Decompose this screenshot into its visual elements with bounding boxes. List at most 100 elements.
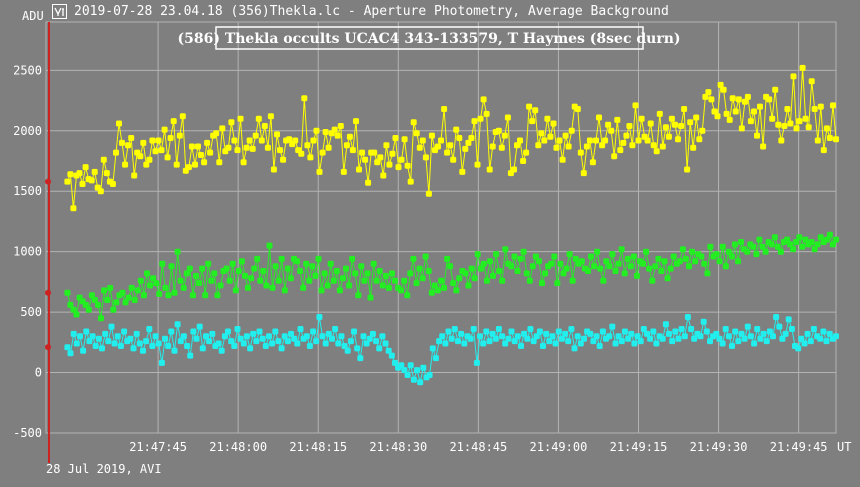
data-point	[508, 328, 515, 335]
data-point	[249, 145, 256, 152]
data-point	[542, 270, 549, 277]
data-point	[386, 161, 393, 168]
data-point	[557, 260, 564, 267]
chart-title-frame	[215, 26, 644, 50]
data-point	[367, 294, 374, 301]
data-point	[583, 143, 590, 150]
data-point	[444, 149, 451, 156]
data-point	[473, 359, 480, 366]
data-point	[196, 280, 202, 287]
data-point	[486, 338, 493, 345]
data-point	[215, 340, 222, 347]
data-point	[801, 340, 808, 347]
data-point	[444, 255, 451, 262]
data-point	[180, 284, 187, 291]
data-point	[88, 292, 95, 299]
data-point	[489, 143, 496, 150]
data-point	[428, 132, 435, 139]
data-point	[690, 144, 697, 151]
data-point	[588, 253, 594, 260]
data-point	[379, 282, 386, 289]
data-point	[130, 345, 137, 352]
data-point	[167, 135, 174, 141]
data-point	[95, 301, 101, 308]
data-point	[638, 115, 645, 122]
data-point	[551, 253, 558, 260]
data-point	[325, 144, 332, 151]
data-point	[689, 248, 696, 255]
data-point	[404, 162, 411, 169]
data-point	[738, 125, 745, 132]
data-point	[146, 156, 153, 163]
data-point	[432, 355, 439, 362]
data-point	[111, 340, 118, 347]
data-point	[732, 108, 739, 115]
data-point	[602, 137, 609, 144]
data-point	[410, 376, 417, 383]
data-point	[644, 330, 650, 337]
data-point	[231, 343, 238, 349]
data-point	[754, 326, 761, 332]
data-point	[162, 284, 169, 291]
data-point	[702, 93, 709, 100]
data-point	[401, 136, 408, 143]
data-point	[176, 132, 183, 139]
data-point	[140, 139, 147, 146]
data-point	[218, 347, 225, 354]
app-icon[interactable]	[52, 4, 67, 19]
data-point	[335, 340, 342, 347]
data-point	[301, 95, 308, 102]
data-point	[508, 263, 515, 270]
data-point	[560, 270, 567, 277]
data-point	[511, 166, 517, 173]
data-point	[546, 338, 553, 345]
data-point	[495, 127, 502, 134]
data-point	[514, 268, 521, 274]
data-point	[804, 330, 811, 337]
data-point	[149, 137, 156, 144]
data-point	[566, 251, 573, 258]
data-point	[379, 333, 386, 340]
data-point	[365, 179, 372, 186]
data-point	[514, 142, 520, 149]
data-point	[187, 352, 194, 359]
data-point	[744, 93, 751, 100]
data-point	[134, 287, 141, 294]
data-point	[369, 330, 376, 337]
data-point	[720, 86, 727, 93]
data-point	[784, 106, 791, 112]
data-point	[321, 270, 328, 277]
data-point	[254, 255, 261, 262]
data-point	[574, 106, 581, 112]
data-point	[319, 149, 326, 156]
data-point	[259, 335, 266, 342]
data-point	[346, 133, 353, 140]
data-point	[814, 137, 821, 144]
data-point	[451, 326, 458, 332]
data-point	[456, 275, 463, 282]
data-point	[707, 338, 713, 345]
data-point	[477, 115, 484, 122]
data-point	[67, 350, 74, 357]
data-point	[606, 333, 613, 340]
data-point	[621, 270, 628, 277]
data-point	[676, 258, 683, 265]
window-title: 2019-07-28 23.04.18 (356)Thekla.lc - Ape…	[74, 4, 669, 19]
data-point	[779, 335, 786, 342]
data-point	[146, 326, 153, 332]
x-tick-label: 21:48:15	[289, 440, 347, 454]
data-point	[252, 132, 259, 139]
data-point	[483, 277, 490, 284]
data-point	[615, 260, 622, 267]
data-point	[291, 335, 298, 342]
data-point	[593, 333, 600, 340]
data-point	[675, 136, 681, 143]
data-point	[202, 292, 209, 299]
data-point	[284, 338, 291, 345]
data-point	[717, 81, 724, 88]
data-point	[747, 118, 754, 125]
data-point	[725, 333, 732, 340]
data-point	[679, 246, 686, 253]
y-tick-label: 500	[20, 305, 42, 319]
